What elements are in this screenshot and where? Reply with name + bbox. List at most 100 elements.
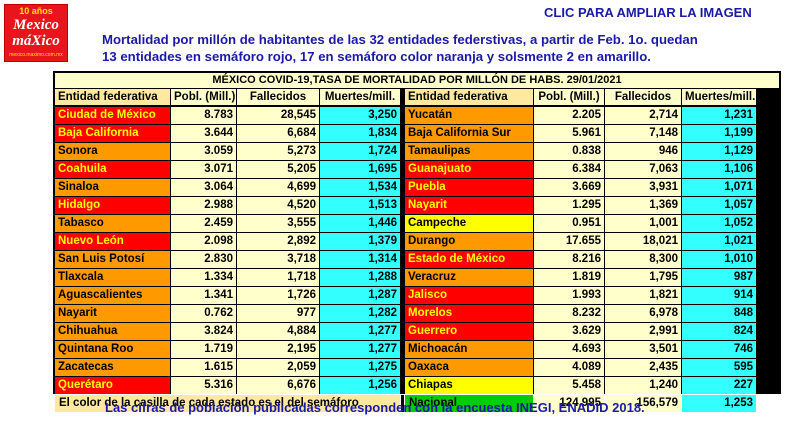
deaths-cell: 2,195	[237, 341, 319, 358]
intro-line-1: Mortalidad por millón de habitantes de l…	[102, 32, 698, 47]
population-cell: 4.089	[534, 359, 604, 376]
mortality-rate-cell: 1,288	[320, 269, 400, 286]
state-name-cell: Aguascalientes	[55, 287, 170, 304]
state-name-cell: Quintana Roo	[55, 341, 170, 358]
deaths-cell: 5,273	[237, 143, 319, 160]
population-cell: 3.064	[171, 179, 236, 196]
state-name-cell: Chiapas	[405, 377, 533, 394]
mortality-rate-cell: 1,314	[320, 251, 400, 268]
logo-tagline: mexico.maximo.com.mx	[9, 52, 63, 58]
mortality-rate-cell: 1,287	[320, 287, 400, 304]
deaths-cell: 977	[237, 305, 319, 322]
population-cell: 5.458	[534, 377, 604, 394]
column-divider	[401, 359, 404, 376]
state-name-cell: Baja California Sur	[405, 125, 533, 142]
deaths-cell: 2,714	[605, 107, 681, 124]
deaths-cell: 3,501	[605, 341, 681, 358]
deaths-cell: 7,148	[605, 125, 681, 142]
deaths-cell: 5,205	[237, 161, 319, 178]
deaths-cell: 3,931	[605, 179, 681, 196]
national-deaths-cell: 156,579	[605, 395, 681, 412]
column-divider	[401, 179, 404, 196]
deaths-cell: 1,240	[605, 377, 681, 394]
column-divider	[401, 269, 404, 286]
population-cell: 1.719	[171, 341, 236, 358]
population-cell: 3.644	[171, 125, 236, 142]
population-source-note: Las cifras de población publicadas corre…	[105, 400, 645, 415]
mortality-rate-cell: 824	[682, 323, 756, 340]
deaths-cell: 4,699	[237, 179, 319, 196]
mortality-rate-cell: 1,057	[682, 197, 756, 214]
state-name-cell: Jalisco	[405, 287, 533, 304]
deaths-cell: 1,001	[605, 215, 681, 232]
header-right-1: Pobl. (Mill.)	[534, 89, 604, 105]
deaths-cell: 2,059	[237, 359, 319, 376]
population-cell: 2.988	[171, 197, 236, 214]
state-name-cell: Zacatecas	[55, 359, 170, 376]
deaths-cell: 6,676	[237, 377, 319, 394]
population-cell: 8.783	[171, 107, 236, 124]
deaths-cell: 18,021	[605, 233, 681, 250]
state-name-cell: Sinaloa	[55, 179, 170, 196]
state-name-cell: Tamaulipas	[405, 143, 533, 160]
state-name-cell: Guerrero	[405, 323, 533, 340]
population-cell: 4.693	[534, 341, 604, 358]
state-name-cell: Hidalgo	[55, 197, 170, 214]
population-cell: 3.669	[534, 179, 604, 196]
population-cell: 0.762	[171, 305, 236, 322]
mortality-rate-cell: 1,534	[320, 179, 400, 196]
enlarge-image-link[interactable]: CLIC PARA AMPLIAR LA IMAGEN	[544, 5, 752, 20]
intro-line-2: 13 entidades en semáforo rojo, 17 en sem…	[102, 49, 651, 64]
population-cell: 5.961	[534, 125, 604, 142]
header-right-0: Entidad federativa	[405, 89, 533, 105]
column-divider	[401, 287, 404, 304]
state-name-cell: Chihuahua	[55, 323, 170, 340]
column-divider	[401, 323, 404, 340]
population-cell: 1.615	[171, 359, 236, 376]
mortality-rate-cell: 1,446	[320, 215, 400, 232]
mortality-rate-cell: 1,256	[320, 377, 400, 394]
deaths-cell: 2,892	[237, 233, 319, 250]
deaths-cell: 2,991	[605, 323, 681, 340]
column-divider	[401, 89, 404, 106]
population-cell: 8.232	[534, 305, 604, 322]
mortality-rate-cell: 848	[682, 305, 756, 322]
mortality-rate-cell: 1,052	[682, 215, 756, 232]
mortality-rate-cell: 914	[682, 287, 756, 304]
national-label: Nacional	[405, 395, 533, 412]
header-right-3: Muertes/mill.	[682, 89, 756, 105]
state-name-cell: San Luis Potosí	[55, 251, 170, 268]
deaths-cell: 1,718	[237, 269, 319, 286]
population-cell: 2.830	[171, 251, 236, 268]
state-name-cell: Nayarit	[55, 305, 170, 322]
column-divider	[401, 125, 404, 142]
header-right-2: Fallecidos	[605, 89, 681, 105]
state-name-cell: Tlaxcala	[55, 269, 170, 286]
column-divider	[401, 215, 404, 232]
state-name-cell: Campeche	[405, 215, 533, 232]
population-cell: 1.334	[171, 269, 236, 286]
state-name-cell: Estado de México	[405, 251, 533, 268]
deaths-cell: 8,300	[605, 251, 681, 268]
deaths-cell: 7,063	[605, 161, 681, 178]
state-name-cell: Yucatán	[405, 107, 533, 124]
traffic-light-note: El color de la casilla de cada estado es…	[55, 395, 400, 412]
mexico-maximo-logo[interactable]: 10 años Mexico máXico mexico.maximo.com.…	[4, 4, 68, 62]
mortality-rate-cell: 595	[682, 359, 756, 376]
population-cell: 3.059	[171, 143, 236, 160]
mortality-rate-cell: 1,106	[682, 161, 756, 178]
national-population-cell: 124.995	[534, 395, 604, 412]
state-name-cell: Tabasco	[55, 215, 170, 232]
intro-text: Mortalidad por millón de habitantes de l…	[102, 31, 742, 65]
population-cell: 0.838	[534, 143, 604, 160]
deaths-cell: 1,821	[605, 287, 681, 304]
deaths-cell: 1,795	[605, 269, 681, 286]
deaths-cell: 1,369	[605, 197, 681, 214]
state-name-cell: Durango	[405, 233, 533, 250]
header-left-1: Pobl. (Mill.)	[171, 89, 236, 105]
column-divider	[401, 395, 404, 412]
deaths-cell: 2,435	[605, 359, 681, 376]
deaths-cell: 3,718	[237, 251, 319, 268]
mortality-rate-cell: 1,199	[682, 125, 756, 142]
population-cell: 3.824	[171, 323, 236, 340]
